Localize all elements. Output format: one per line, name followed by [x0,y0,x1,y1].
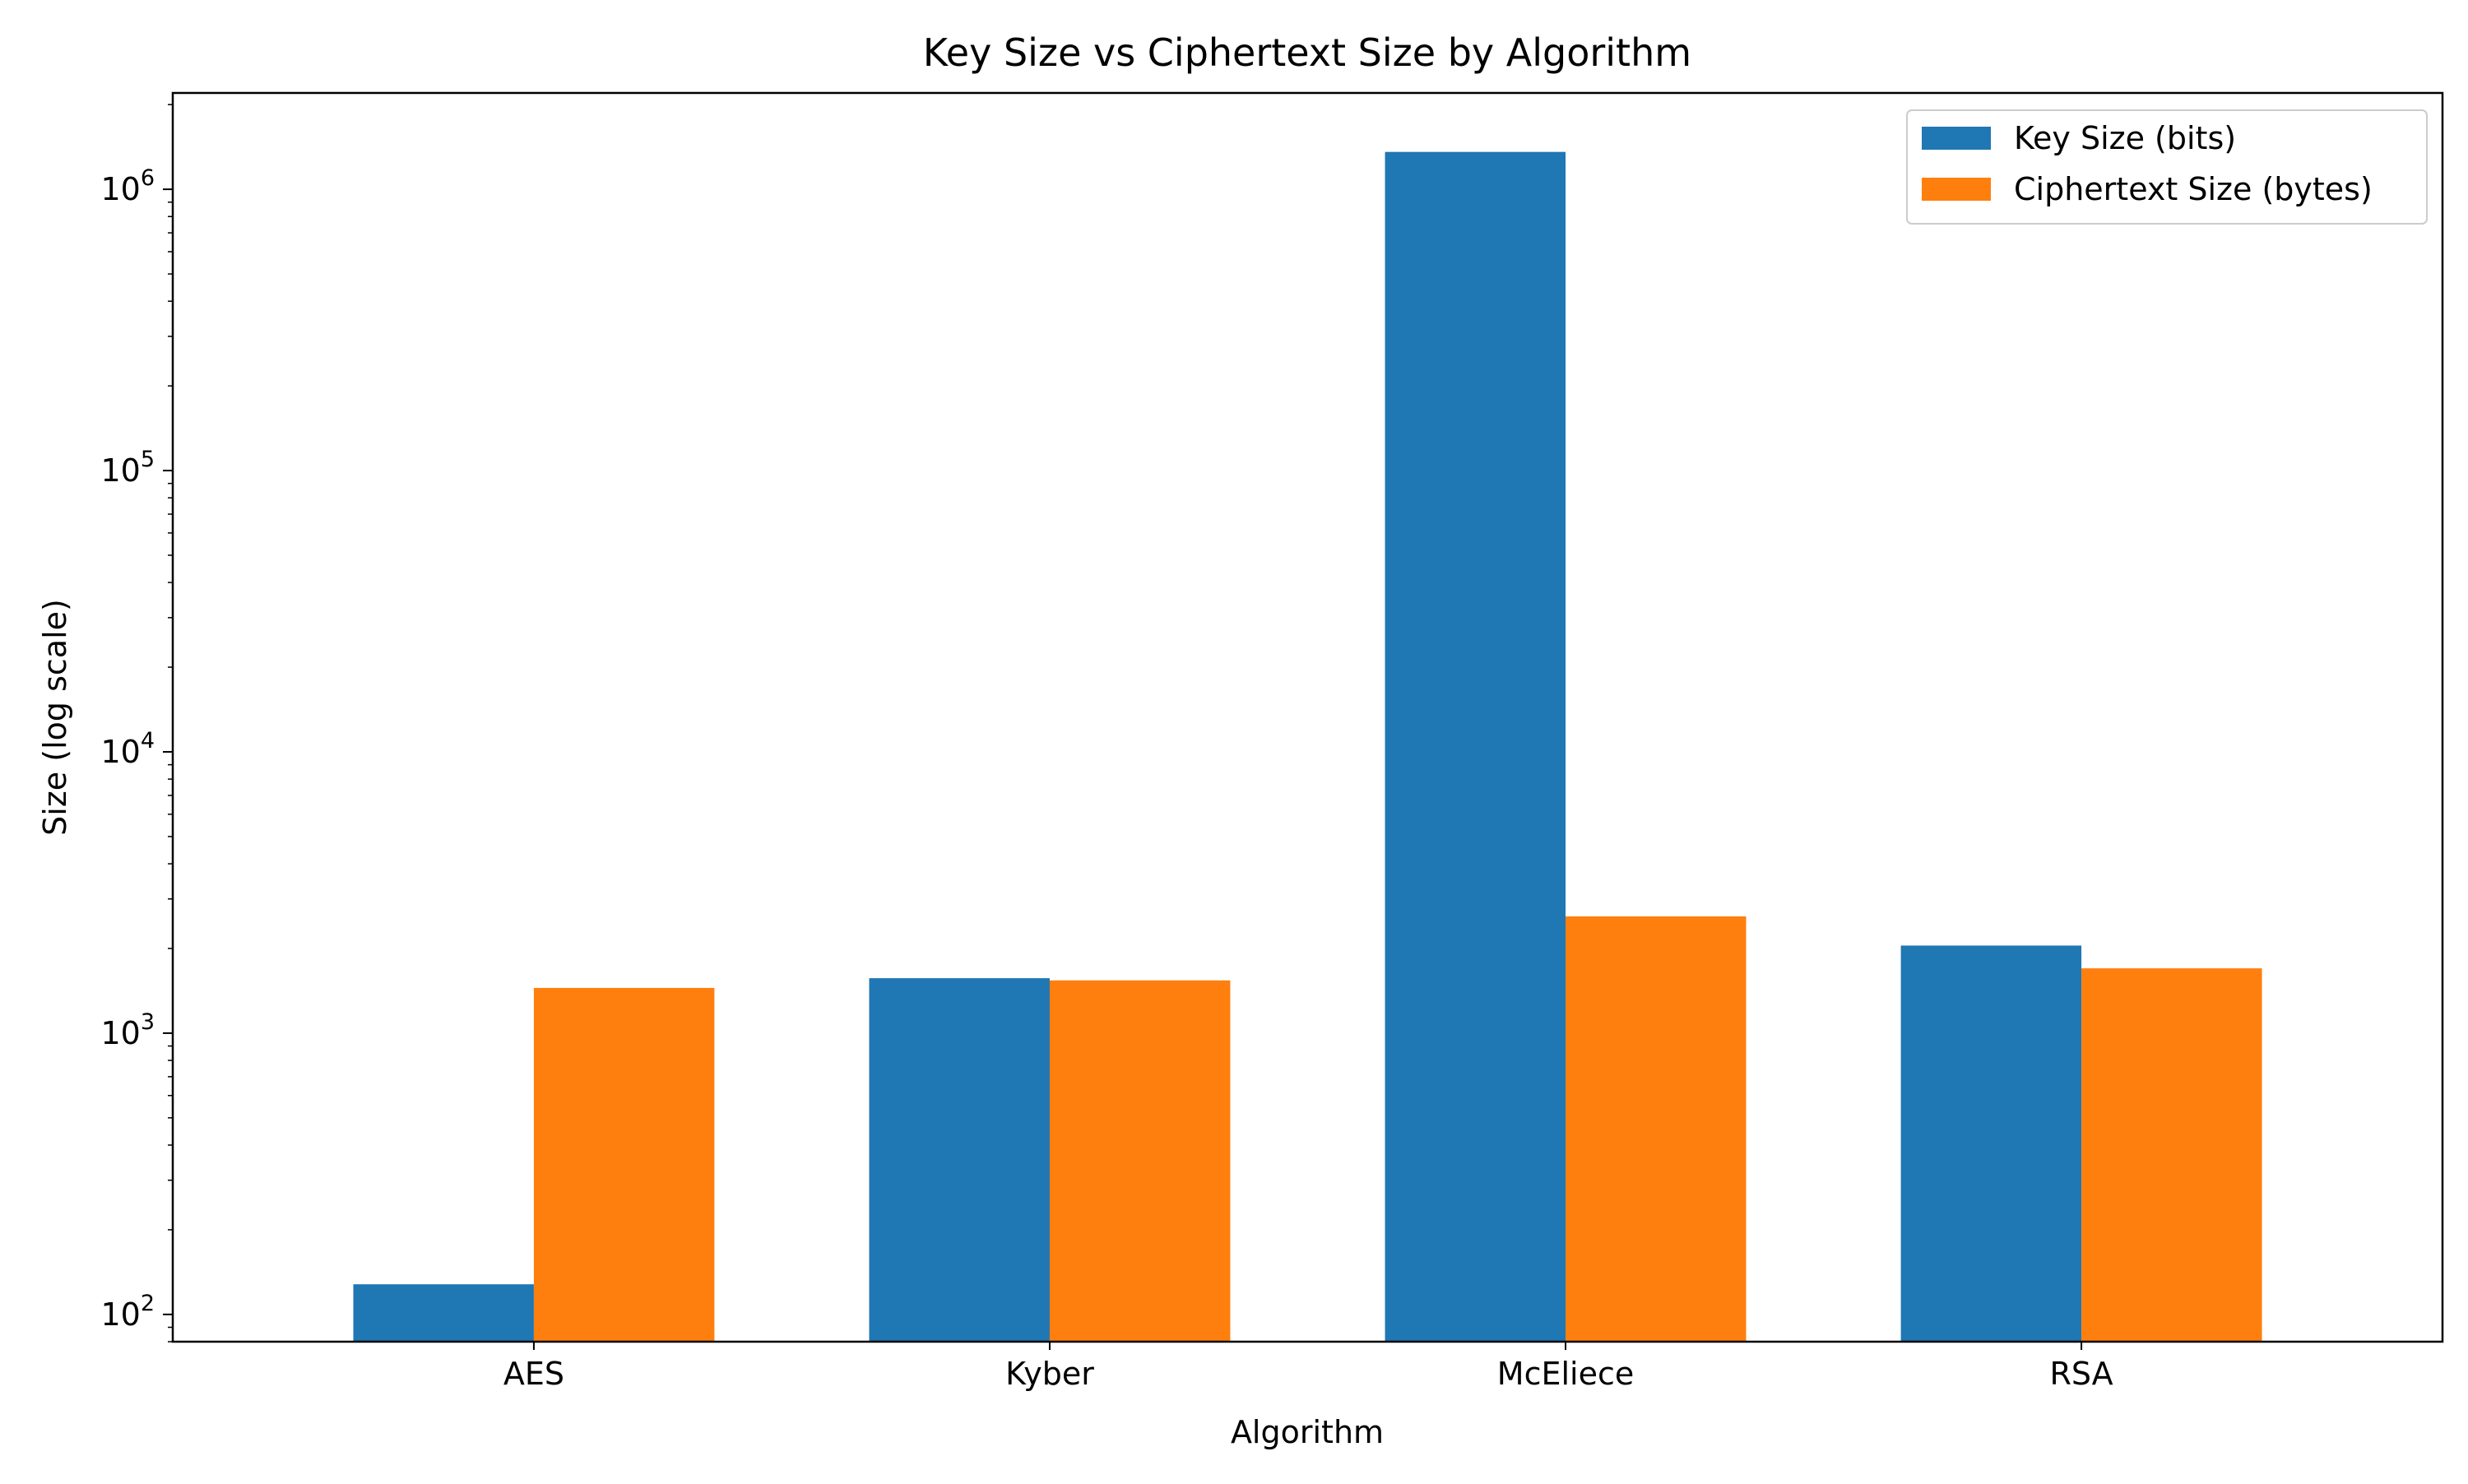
ticks-layer: AES Kyber McEliece RSA 102 103 104 105 106 [100,104,2113,1392]
x-tick-label: McEliece [1497,1356,1634,1392]
bar-rsa-series-1 [1900,945,2082,1342]
x-axis-label: Algorithm [1231,1414,1384,1450]
bar-rsa-series-2 [2081,968,2262,1342]
bar-aes-series-2 [533,987,715,1342]
x-tick-label: Kyber [1005,1356,1094,1392]
bar-mceliece-series-1 [1385,151,1566,1343]
bar-kyber-series-1 [869,978,1050,1342]
y-tick-label: 103 [100,1009,155,1051]
y-tick-label: 102 [100,1291,155,1333]
legend-swatch [1922,178,1991,201]
bar-aes-series-1 [353,1284,534,1342]
bar-mceliece-series-2 [1566,916,1747,1342]
y-axis-label: Size (log scale) [37,599,73,836]
plot-area-frame [171,91,2444,1343]
y-tick-label: 105 [100,447,155,489]
y-tick-label: 106 [100,165,155,207]
legend-swatch [1922,127,1991,150]
legend-label: Ciphertext Size (bytes) [2014,171,2373,207]
x-tick-label: RSA [2049,1356,2113,1392]
x-tick-label: AES [503,1356,564,1392]
legend: Key Size (bits) Ciphertext Size (bytes) [1906,109,2428,225]
legend-box [1906,109,2428,225]
chart-title: Key Size vs Ciphertext Size by Algorithm [923,30,1691,75]
legend-label: Key Size (bits) [2014,120,2236,156]
y-tick-label: 104 [100,728,155,770]
bar-kyber-series-2 [1049,980,1231,1342]
bars-layer [353,151,2262,1343]
